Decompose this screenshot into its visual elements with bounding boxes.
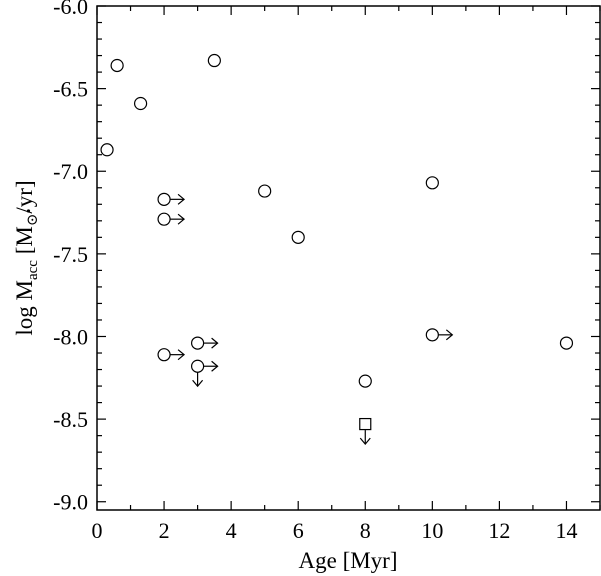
y-tick-label: -6.0	[53, 0, 88, 19]
x-tick-label: 0	[92, 518, 103, 543]
x-axis-label: Age [Myr]	[299, 548, 398, 573]
x-tick-label: 6	[293, 518, 304, 543]
y-tick-label: -8.0	[53, 324, 88, 349]
y-tick-label: -8.5	[53, 407, 88, 432]
x-tick-label: 14	[555, 518, 577, 543]
y-axis-label: log Macc [M⊙/yr]	[12, 180, 41, 335]
data-point	[291, 230, 305, 244]
m-dot-accent	[26, 209, 31, 213]
data-point	[191, 336, 219, 350]
plot-frame	[96, 5, 601, 511]
data-point	[207, 53, 221, 68]
data-point	[358, 374, 372, 388]
data-markers	[100, 53, 574, 446]
data-point	[425, 328, 454, 342]
data-point	[191, 359, 219, 388]
data-point	[157, 348, 186, 362]
data-point	[559, 336, 574, 350]
y-tick-label: -7.5	[53, 242, 88, 267]
data-point	[157, 212, 186, 226]
x-tick-label: 2	[159, 518, 170, 543]
data-point	[100, 143, 114, 157]
x-tick-label: 12	[488, 518, 510, 543]
tick-marks	[96, 5, 601, 510]
data-point	[110, 58, 124, 73]
data-point	[425, 176, 439, 190]
y-tick-label: -7.0	[53, 159, 88, 184]
y-tick-label: -9.0	[53, 490, 88, 515]
x-tick-label: 8	[360, 518, 371, 543]
x-tick-labels: 0 2 4 6 8 10 12 14	[92, 518, 578, 543]
data-point	[359, 417, 372, 446]
x-tick-label: 4	[226, 518, 237, 543]
y-tick-labels: -6.0 -6.5 -7.0 -7.5 -8.0 -8.5 -9.0	[53, 0, 88, 515]
data-point	[133, 96, 148, 111]
y-tick-label: -6.5	[53, 77, 88, 102]
x-tick-label: 10	[421, 518, 443, 543]
data-point	[258, 184, 272, 198]
data-point	[157, 192, 186, 206]
